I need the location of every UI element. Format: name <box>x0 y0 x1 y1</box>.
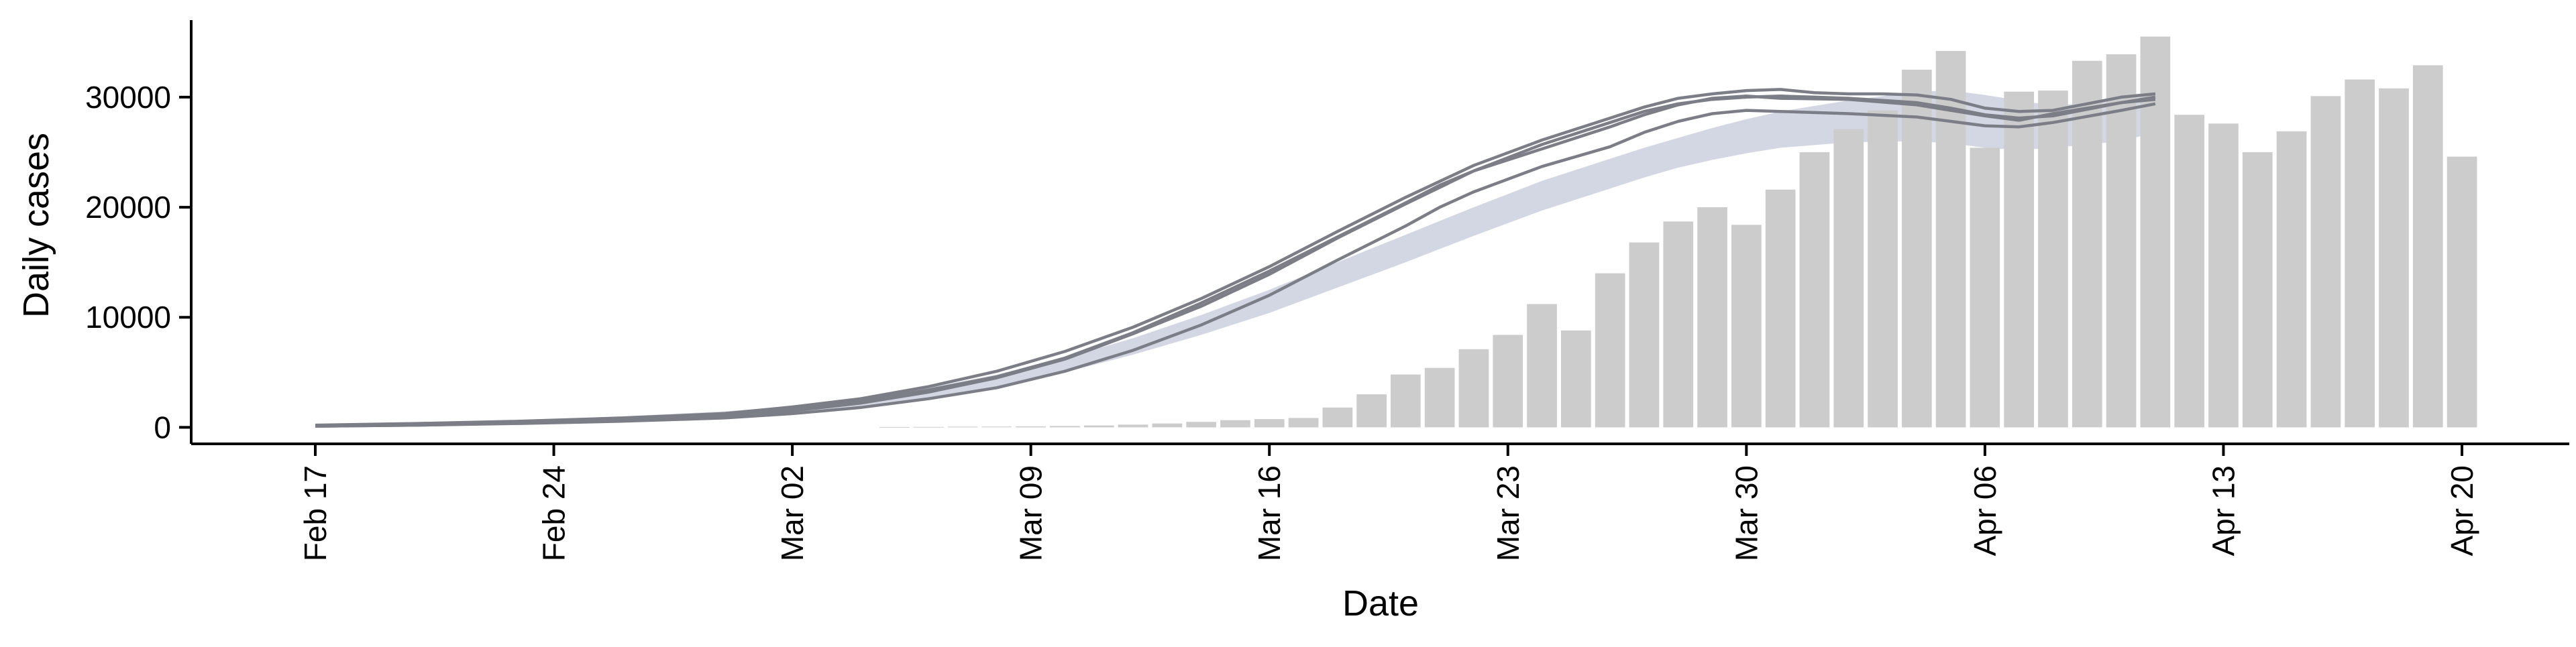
bar <box>2276 131 2307 428</box>
bar <box>2106 54 2137 428</box>
bar <box>2379 88 2409 428</box>
series-line-3 <box>315 88 2156 428</box>
bar <box>1868 110 1898 428</box>
bar <box>1731 225 1762 428</box>
bar <box>1186 422 1216 428</box>
y-tick-label: 0 <box>154 410 171 445</box>
bar <box>1561 330 1591 428</box>
bar <box>2447 156 2477 428</box>
bar <box>1595 273 1625 428</box>
bar <box>2038 91 2068 428</box>
bar <box>2174 115 2204 428</box>
bar <box>913 426 944 428</box>
bar <box>981 426 1012 428</box>
bar <box>1083 425 1114 428</box>
bar <box>1697 207 1727 428</box>
x-axis-title: Date <box>1342 583 1419 624</box>
bar <box>1970 148 2000 428</box>
series-line-2 <box>315 102 2156 428</box>
bar <box>1050 426 1080 428</box>
y-tick-label: 20000 <box>85 190 171 225</box>
bar <box>2310 96 2341 428</box>
x-tick-label: Mar 30 <box>1729 465 1764 561</box>
bar <box>2412 65 2443 428</box>
bar <box>1220 420 1250 428</box>
bar <box>1152 423 1183 428</box>
x-tick-label: Mar 09 <box>1014 465 1049 561</box>
line-layer <box>315 88 2156 428</box>
bar <box>1629 242 1660 428</box>
y-ticks: 0 10000 20000 30000 <box>85 80 191 445</box>
bar <box>1118 424 1148 428</box>
bar <box>879 426 910 428</box>
bar <box>1016 426 1046 428</box>
bar <box>1799 152 1830 428</box>
bar <box>1356 394 1387 428</box>
axes-layer: Feb 17 Feb 24 Mar 02 Mar 09 Mar 16 Mar 23 Mar … <box>85 20 2569 561</box>
bar <box>1322 407 1353 428</box>
y-tick-label: 30000 <box>85 80 171 115</box>
bar <box>1833 129 1864 428</box>
bar <box>2242 152 2273 428</box>
bar <box>2345 79 2375 428</box>
bar <box>1288 418 1319 428</box>
bar <box>2072 60 2102 428</box>
bar <box>2004 91 2034 428</box>
bar <box>1493 335 1523 428</box>
bar <box>1663 221 1694 428</box>
bar <box>947 426 978 428</box>
x-tick-label: Mar 23 <box>1491 465 1525 561</box>
bar-layer <box>879 36 2477 428</box>
x-tick-label: Mar 02 <box>775 465 810 561</box>
y-tick-label: 10000 <box>85 300 171 335</box>
x-tick-label: Apr 06 <box>1968 465 2002 556</box>
bar <box>1254 419 1285 428</box>
bar <box>1527 304 1557 428</box>
series-line-4 <box>315 95 2156 428</box>
x-tick-label: Feb 17 <box>298 465 333 561</box>
bar <box>1935 51 1966 428</box>
x-tick-label: Feb 24 <box>537 465 572 561</box>
x-tick-label: Mar 16 <box>1252 465 1287 561</box>
y-axis-title: Daily cases <box>16 133 56 318</box>
x-tick-label: Apr 20 <box>2445 465 2479 556</box>
bar <box>2208 123 2239 428</box>
bar <box>1902 69 1932 428</box>
x-ticks: Feb 17 Feb 24 Mar 02 Mar 09 Mar 16 Mar 23 Mar … <box>298 444 2479 561</box>
bar <box>1765 189 1796 428</box>
x-tick-label: Apr 13 <box>2206 465 2241 556</box>
bar <box>1424 367 1455 428</box>
bar <box>1391 374 1421 428</box>
bar <box>1458 349 1489 428</box>
